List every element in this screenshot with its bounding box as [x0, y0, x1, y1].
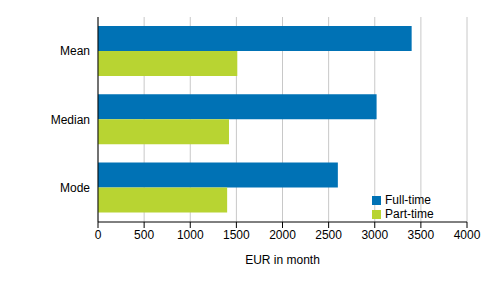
svg-text:0: 0 — [95, 228, 102, 242]
svg-text:500: 500 — [134, 228, 154, 242]
svg-text:Median: Median — [51, 113, 90, 127]
svg-text:1000: 1000 — [177, 228, 204, 242]
html-text:Part-time: Part-time — [385, 207, 434, 221]
svg-text:EUR in month: EUR in month — [245, 253, 320, 267]
svg-text:Mode: Mode — [60, 181, 90, 195]
svg-text:4000: 4000 — [454, 228, 481, 242]
svg-text:2500: 2500 — [315, 228, 342, 242]
svg-text:1500: 1500 — [223, 228, 250, 242]
svg-text:3000: 3000 — [361, 228, 388, 242]
svg-text:Mean: Mean — [60, 44, 90, 58]
svg-text:3500: 3500 — [408, 228, 435, 242]
svg-text:2000: 2000 — [269, 228, 296, 242]
html-text:Full-time: Full-time — [385, 193, 431, 207]
